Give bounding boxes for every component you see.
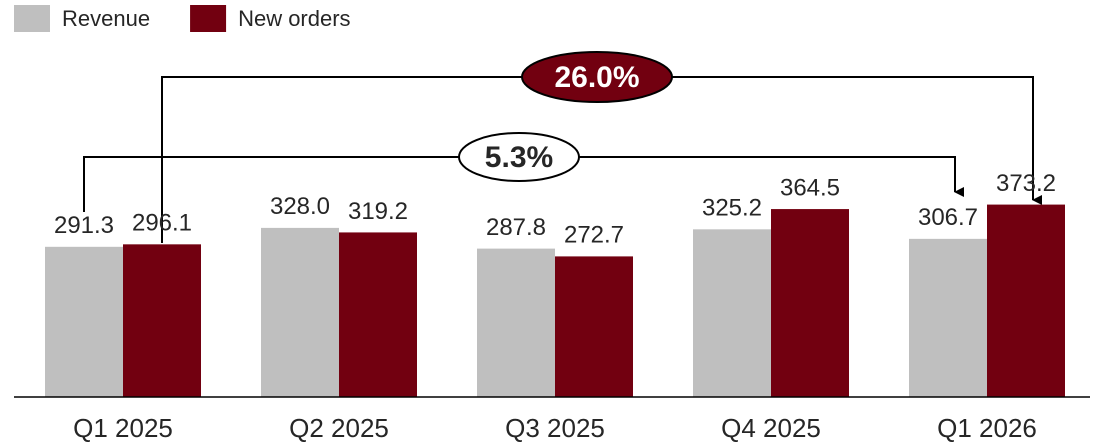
legend-swatch <box>190 5 227 32</box>
data-label: 328.0 <box>270 193 330 220</box>
badge <box>521 51 673 103</box>
bar <box>771 209 849 397</box>
x-tick-label: Q2 2025 <box>289 413 389 443</box>
bar <box>693 229 771 397</box>
data-label: 319.2 <box>348 198 408 225</box>
x-tick-label: Q4 2025 <box>721 413 821 443</box>
legend-swatch <box>14 5 50 32</box>
bar <box>477 248 555 397</box>
x-tick-label: Q1 2026 <box>937 413 1037 443</box>
x-tick-label: Q1 2025 <box>73 413 173 443</box>
data-label: 364.5 <box>780 174 840 201</box>
legend-label: New orders <box>238 6 350 31</box>
bar <box>261 227 339 397</box>
legend-label: Revenue <box>62 6 150 31</box>
data-label: 325.2 <box>702 195 762 222</box>
annotation: 5.3% <box>485 141 553 174</box>
x-tick-label: Q3 2025 <box>505 413 605 443</box>
bar <box>555 256 633 397</box>
data-label: 291.3 <box>54 212 114 239</box>
bar <box>339 232 417 397</box>
annotation: 26.0% <box>554 61 639 94</box>
bar <box>45 246 123 397</box>
data-label: 306.7 <box>918 204 978 231</box>
bar <box>987 204 1065 397</box>
data-label: 296.1 <box>132 210 192 237</box>
data-label: 287.8 <box>486 214 546 241</box>
badge <box>458 132 580 182</box>
bar <box>909 238 987 397</box>
growth-bracket-revenue: 5.3% <box>83 132 964 212</box>
data-label: 272.7 <box>564 222 624 249</box>
growth-bracket-orders: 26.0% <box>161 51 1042 243</box>
bar <box>123 244 201 397</box>
data-label: 373.2 <box>996 170 1056 197</box>
